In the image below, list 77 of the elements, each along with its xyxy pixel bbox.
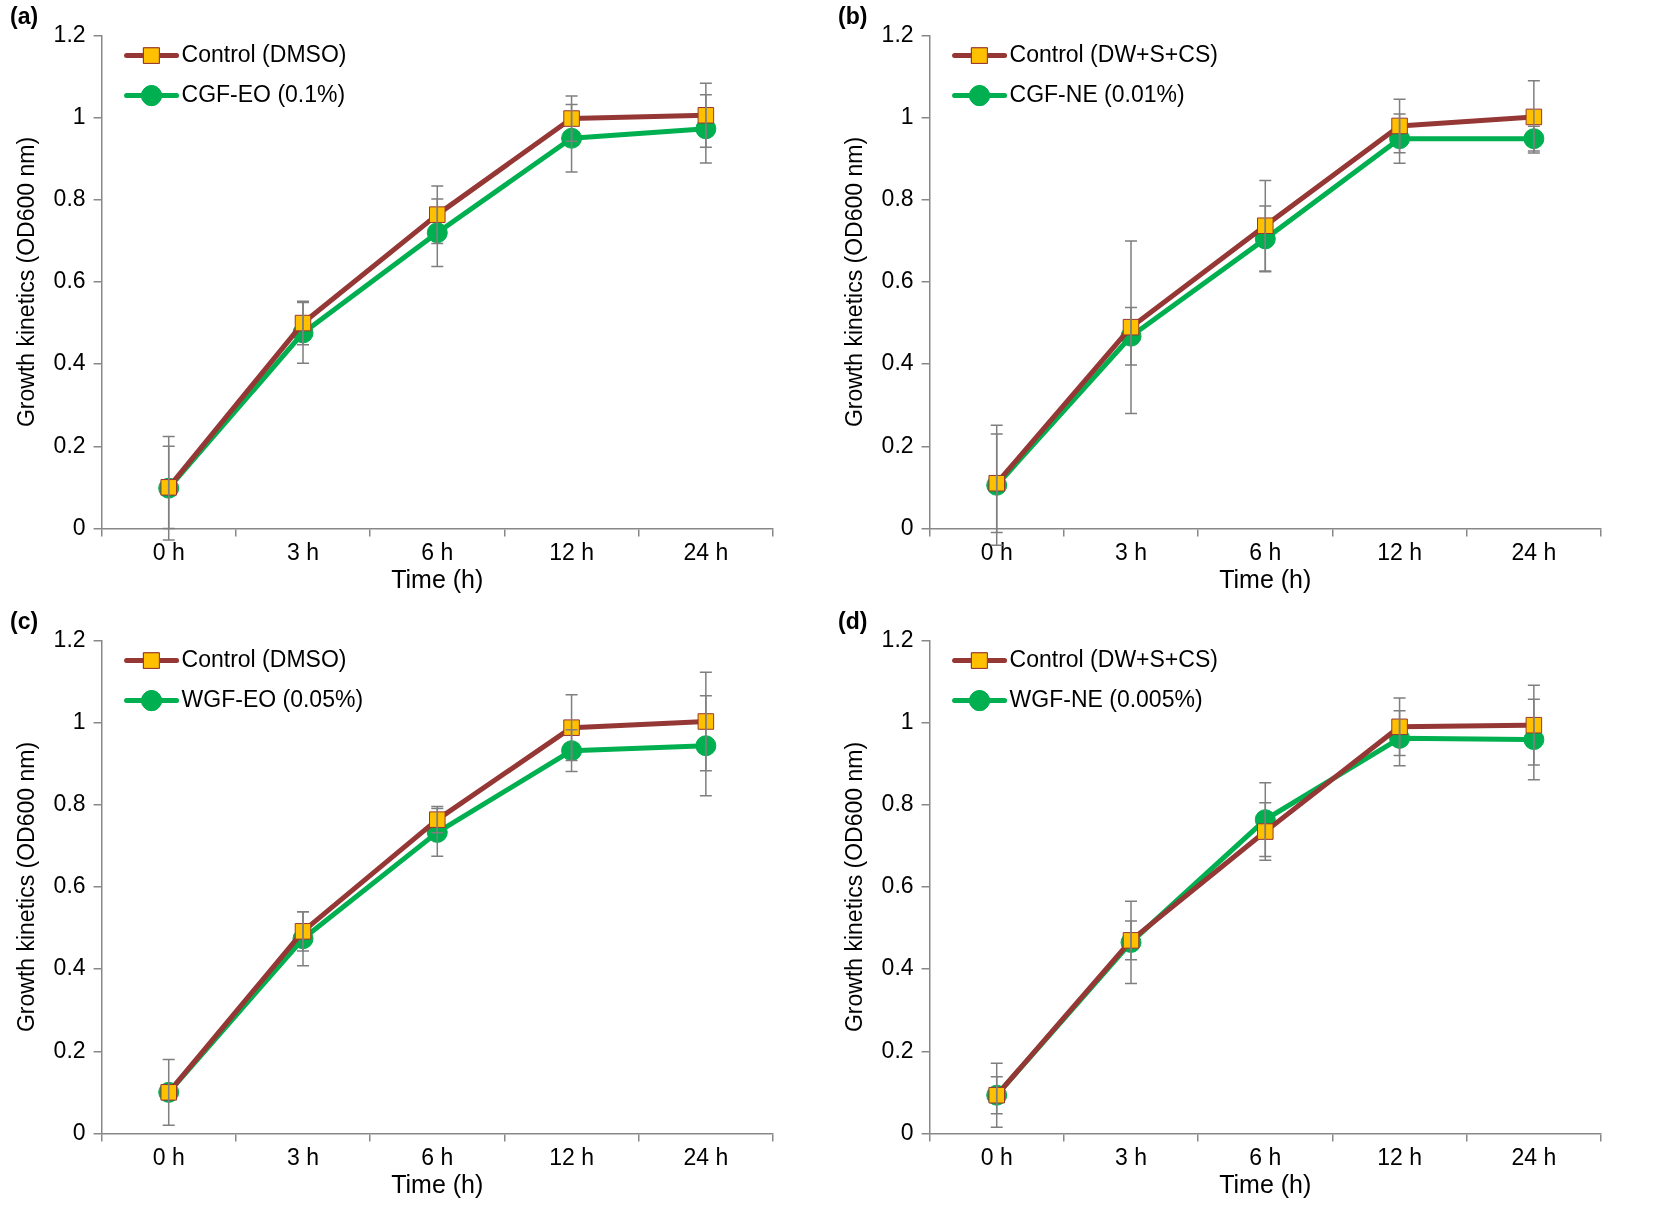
point — [429, 206, 446, 223]
y-tick-label: 0 — [900, 513, 914, 540]
x-tick-label: 3 h — [1115, 1143, 1147, 1170]
y-tick-label: 0.2 — [881, 1036, 914, 1063]
legend-label: Control (DMSO) — [181, 645, 347, 672]
point — [561, 740, 583, 762]
y-tick-label: 0 — [900, 1118, 914, 1145]
x-tick-label: 0 h — [980, 538, 1013, 565]
y-tick-label: 0.2 — [53, 1036, 86, 1063]
y-tick-label: 0.6 — [881, 872, 914, 899]
x-tick-label: 0 h — [152, 1143, 185, 1170]
y-axis-title: Growth kinetics (OD600 nm) — [13, 741, 40, 1033]
x-tick-label: 0 h — [980, 1143, 1013, 1170]
x-tick-label: 3 h — [287, 1143, 319, 1170]
legend-label: WGF-NE (0.005%) — [1009, 685, 1203, 712]
y-tick-label: 1 — [900, 708, 914, 735]
x-tick-label: 12 h — [549, 1143, 594, 1170]
y-tick-label: 0.6 — [881, 267, 914, 294]
x-tick-label: 12 h — [1377, 538, 1422, 565]
legend-label: Control (DMSO) — [181, 40, 347, 67]
y-tick-label: 0.4 — [881, 954, 914, 981]
x-tick-label: 6 h — [1249, 538, 1282, 565]
x-axis-title: Time (h) — [391, 564, 484, 593]
y-tick-label: 0 — [72, 1118, 86, 1145]
y-tick-label: 0.6 — [53, 267, 86, 294]
point — [1257, 217, 1274, 235]
y-tick-label: 0.8 — [881, 790, 914, 817]
chart-title: (b) — [838, 3, 868, 30]
y-tick-label: 1.2 — [53, 625, 86, 652]
x-tick-label: 0 h — [152, 538, 185, 565]
x-tick-label: 24 h — [683, 1143, 729, 1170]
x-tick-label: 24 h — [1511, 1143, 1557, 1170]
chart-title: (a) — [10, 3, 39, 30]
y-tick-label: 0.6 — [53, 872, 86, 899]
x-tick-label: 6 h — [421, 538, 454, 565]
legend-label: CGF-NE (0.01%) — [1009, 80, 1185, 107]
y-tick-label: 1.2 — [881, 625, 914, 652]
legend-label: Control (DW+S+CS) — [1009, 645, 1218, 672]
x-axis-title: Time (h) — [391, 1169, 484, 1198]
x-tick-label: 6 h — [421, 1143, 454, 1170]
point — [1257, 823, 1274, 840]
y-tick-label: 0.2 — [53, 431, 86, 458]
legend-label: WGF-EO (0.05%) — [181, 685, 364, 712]
y-tick-label: 1 — [900, 103, 914, 130]
y-tick-label: 0.8 — [53, 185, 86, 212]
chart-title: (d) — [838, 608, 868, 635]
y-tick-label: 1 — [72, 708, 86, 735]
legend-label: Control (DW+S+CS) — [1009, 40, 1218, 67]
y-tick-label: 0.2 — [881, 431, 914, 458]
x-axis-title: Time (h) — [1219, 1169, 1312, 1198]
y-tick-label: 0 — [72, 513, 86, 540]
chart-title: (c) — [10, 608, 39, 635]
y-tick-label: 0.4 — [881, 349, 914, 376]
point — [429, 811, 446, 828]
y-axis-title: Growth kinetics (OD600 nm) — [13, 136, 40, 428]
point — [563, 110, 580, 127]
y-axis-title: Growth kinetics (OD600 nm) — [841, 741, 868, 1033]
point — [426, 222, 448, 244]
x-tick-label: 12 h — [549, 538, 594, 565]
y-axis-title: Growth kinetics (OD600 nm) — [841, 136, 868, 428]
x-tick-label: 3 h — [287, 538, 319, 565]
y-tick-label: 0.4 — [53, 954, 86, 981]
y-tick-label: 0.8 — [53, 790, 86, 817]
x-tick-label: 24 h — [1511, 538, 1557, 565]
y-tick-label: 0.4 — [53, 349, 86, 376]
point — [1391, 718, 1408, 736]
x-tick-label: 24 h — [683, 538, 729, 565]
x-tick-label: 3 h — [1115, 538, 1147, 565]
x-tick-label: 12 h — [1377, 1143, 1422, 1170]
y-tick-label: 1.2 — [53, 20, 86, 47]
legend-label: CGF-EO (0.1%) — [181, 80, 346, 107]
y-tick-label: 0.8 — [881, 185, 914, 212]
x-axis-title: Time (h) — [1219, 564, 1312, 593]
point — [1391, 117, 1408, 135]
y-tick-label: 1 — [72, 103, 86, 130]
x-tick-label: 6 h — [1249, 1143, 1282, 1170]
y-tick-label: 1.2 — [881, 20, 914, 47]
